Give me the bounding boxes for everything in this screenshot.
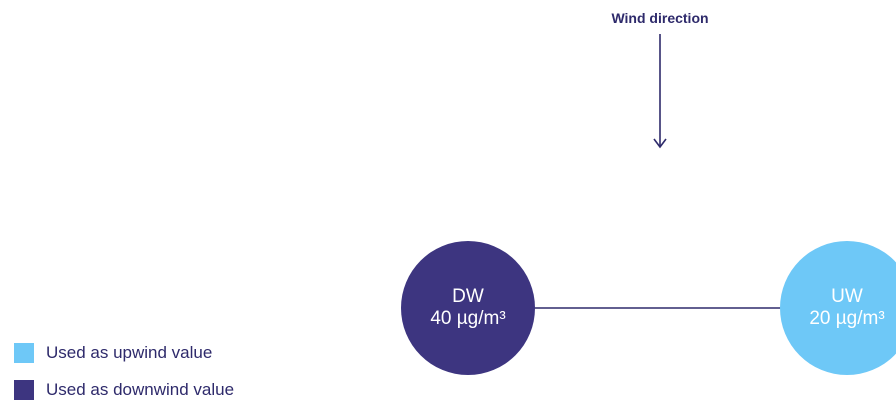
upwind-station-value: 20 µg/m³ bbox=[809, 308, 885, 329]
downwind-station-code: DW bbox=[452, 286, 484, 307]
downwind-station: DW 40 µg/m³ bbox=[401, 241, 535, 375]
upwind-station-code: UW bbox=[831, 286, 863, 307]
arrow-down-icon bbox=[653, 34, 667, 149]
downwind-station-value: 40 µg/m³ bbox=[430, 308, 506, 329]
wind-direction-label: Wind direction bbox=[611, 10, 709, 26]
legend-label-upwind: Used as upwind value bbox=[46, 343, 213, 362]
legend-label-downwind: Used as downwind value bbox=[46, 380, 235, 399]
legend-swatch-downwind bbox=[14, 380, 34, 400]
upwind-station: UW 20 µg/m³ bbox=[780, 241, 896, 375]
legend-swatch-upwind bbox=[14, 343, 34, 363]
station-connector-line bbox=[534, 307, 782, 309]
legend: Used as upwind value Used as downwind va… bbox=[14, 342, 234, 416]
legend-item-downwind: Used as downwind value bbox=[14, 379, 234, 401]
legend-item-upwind: Used as upwind value bbox=[14, 342, 234, 364]
